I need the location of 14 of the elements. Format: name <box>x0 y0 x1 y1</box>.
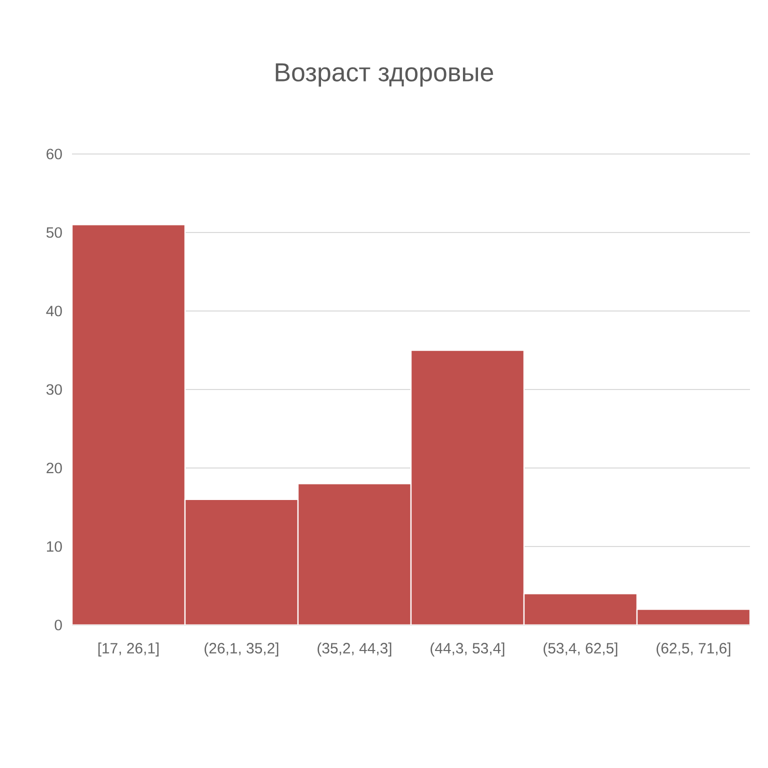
x-tick-label: (44,3, 53,4] <box>430 642 504 656</box>
y-tick-label: 50 <box>46 227 62 238</box>
x-tick-label: (26,1, 35,2] <box>204 642 278 656</box>
y-tick-label: 30 <box>46 384 62 395</box>
chart-title: Возраст здоровые <box>276 63 494 87</box>
x-tick-label: (35,2, 44,3] <box>318 642 392 656</box>
y-tick-label: 60 <box>46 148 62 160</box>
x-tick-label: [17, 26,1] <box>98 642 159 656</box>
y-tick-label: 0 <box>54 620 62 630</box>
x-tick-label: (53,4, 62,5] <box>544 642 618 656</box>
x-tick-label: (62,5, 71,6] <box>656 642 730 656</box>
y-tick-label: 40 <box>46 306 62 316</box>
y-tick-label: 10 <box>47 541 62 552</box>
y-tick-label: 20 <box>46 462 62 474</box>
